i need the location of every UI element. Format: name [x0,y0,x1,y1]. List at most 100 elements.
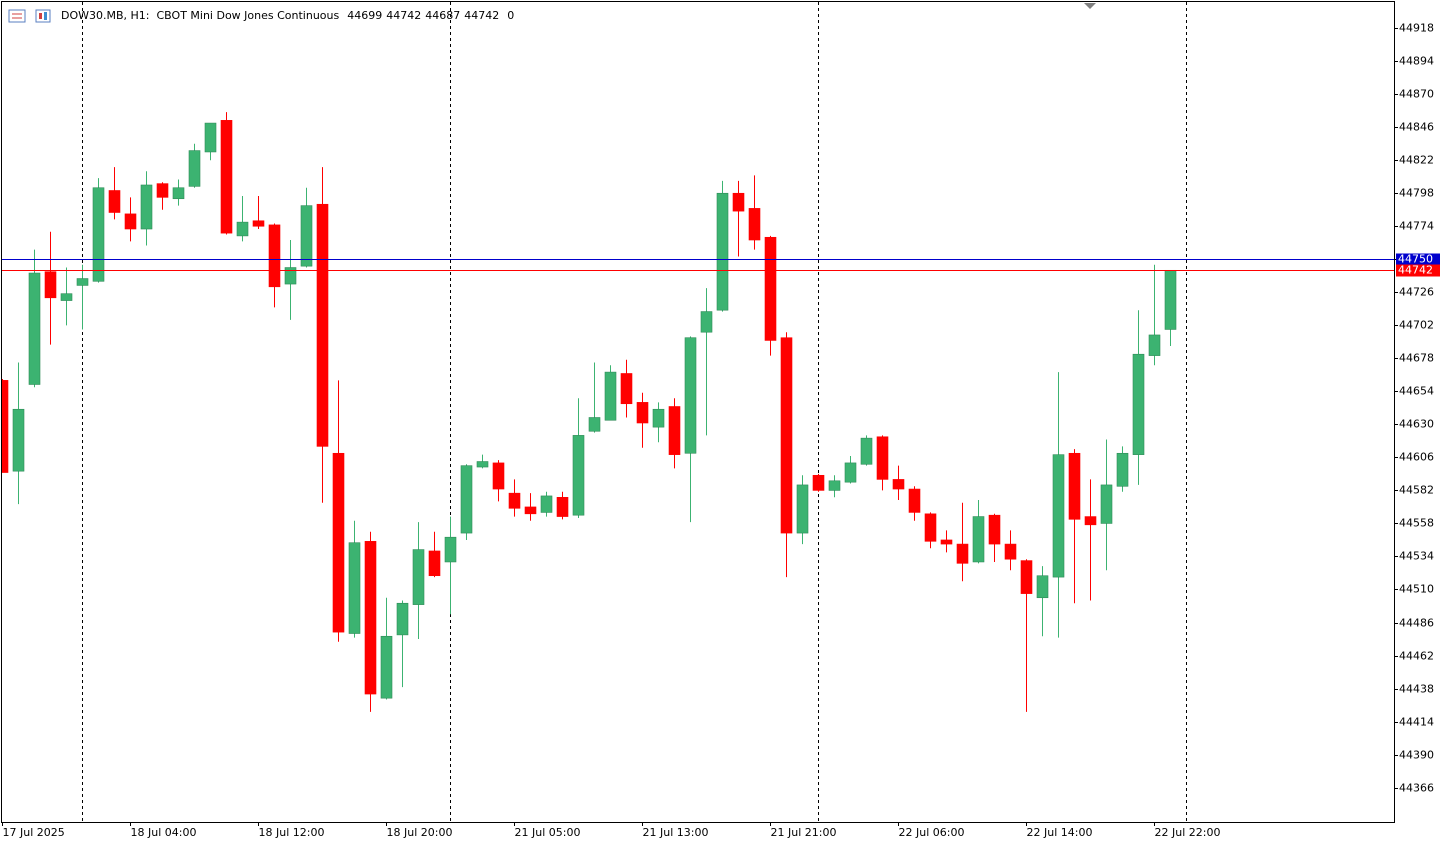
candle-body [220,120,233,234]
y-tick-label: 44654 [1399,385,1434,398]
candle-body [460,465,473,534]
x-tick-label: 18 Jul 20:00 [387,826,453,839]
candle-body [60,293,73,301]
candle-body [236,221,249,237]
candle-body [124,213,137,230]
plot-border [1,1,1395,823]
price-label: 44742 [1398,264,1433,277]
candle-body [604,371,617,421]
candle-body [444,536,457,563]
y-tick-label: 44918 [1399,22,1434,35]
x-tick-label: 17 Jul 2025 [3,826,65,839]
x-tick-label: 22 Jul 22:00 [1155,826,1221,839]
y-tick-label: 44414 [1399,716,1434,729]
y-tick-label: 44774 [1399,220,1434,233]
candle-body [76,278,89,286]
chart-title: DOW30.MB, H1: CBOT Mini Dow Jones Contin… [61,9,514,22]
readout-close: 44742 [464,9,499,22]
y-tick-label: 44438 [1399,683,1434,696]
y-tick-label: 44510 [1399,583,1434,596]
chart-icon[interactable] [35,9,51,23]
candle-body [508,492,521,509]
candle-body [108,190,121,213]
candle-body [556,497,569,517]
candle-body [1036,575,1049,599]
candle-body [204,122,217,153]
candle-body [828,480,841,491]
candle-body [92,187,105,282]
y-tick-label: 44606 [1399,451,1434,464]
candle-body [1004,543,1017,560]
candle-body [1084,516,1097,526]
x-tick-label: 21 Jul 21:00 [771,826,837,839]
candle-body [492,462,505,490]
candle-body [524,506,537,515]
candle-body [748,208,761,241]
candle-body [188,150,201,187]
candle-body [428,550,441,577]
candle-body [348,542,361,634]
candle-body [940,539,953,545]
y-tick-label: 44726 [1399,286,1434,299]
y-tick-label: 44822 [1399,154,1434,167]
y-tick-label: 44486 [1399,617,1434,630]
candle-body [812,474,825,491]
readout-low: 44687 [425,9,460,22]
x-tick-label: 21 Jul 05:00 [515,826,581,839]
candle-body [876,436,889,480]
y-tick-label: 44798 [1399,187,1434,200]
candle-body [972,516,985,563]
candle-body [620,373,633,405]
candle-body [44,271,57,299]
y-tick-label: 44390 [1399,749,1434,762]
candle-body [12,408,25,472]
price-label-box [1396,264,1440,277]
candle-body [988,514,1001,545]
candle-body [396,602,409,636]
candle-body [332,452,345,633]
candle-body [300,205,313,267]
candle-body [1132,353,1145,455]
candle-body [796,484,809,534]
shift-marker[interactable] [1084,3,1096,9]
candle-body [684,337,697,454]
candle-body [780,337,793,534]
candle-body [908,488,921,513]
candle-body [28,272,41,385]
candle-body [716,192,729,311]
candle-body [668,406,681,455]
candle-body [140,184,153,230]
y-tick-label: 44366 [1399,782,1434,795]
y-tick-label: 44462 [1399,650,1434,663]
candle-body [268,224,281,288]
candle-body [252,220,265,227]
candle-body [956,543,969,564]
price-label-box [1396,253,1440,266]
candle-body [1068,452,1081,520]
y-tick-label: 44582 [1399,484,1434,497]
readout-volume: 0 [507,9,514,22]
x-tick-label: 22 Jul 14:00 [1027,826,1093,839]
candle-body [364,541,377,695]
readout-open: 44699 [347,9,382,22]
candle-body [1116,452,1129,487]
candle-body [284,267,297,285]
candle-body [844,462,857,483]
candle-body [172,187,185,200]
title: DOW30.MB, H1: CBOT Mini Dow Jones Contin… [61,9,340,22]
x-tick-label: 22 Jul 06:00 [899,826,965,839]
candle-body [1052,454,1065,578]
readout-high: 44742 [386,9,421,22]
candle-body [860,437,873,465]
y-tick-label: 44894 [1399,55,1434,68]
candle-body [156,183,169,198]
candle-body [636,402,649,424]
menu-icon[interactable] [8,9,26,23]
candle-body [764,236,777,341]
candle-body [2,380,9,473]
x-tick-label: 18 Jul 12:00 [259,826,325,839]
y-tick-label: 44534 [1399,550,1434,563]
candle-body [892,479,905,490]
chart-icon-bar [44,12,47,20]
